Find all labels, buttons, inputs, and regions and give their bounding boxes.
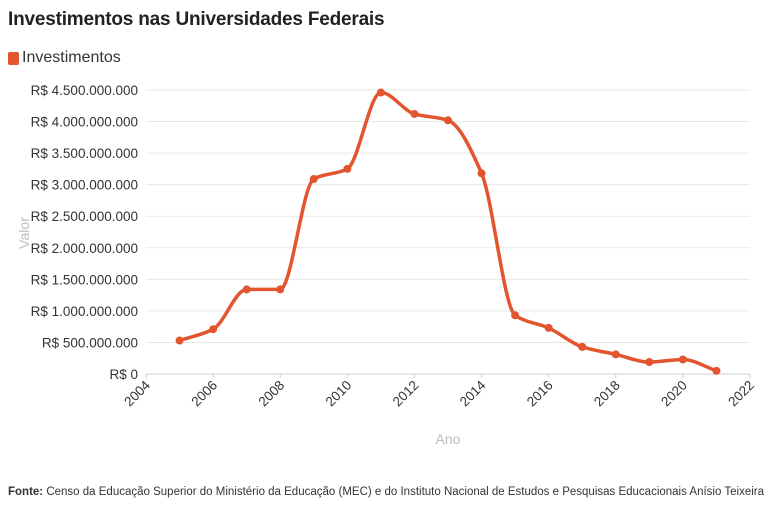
y-axis-title: Valor [16, 217, 32, 249]
source-label: Fonte: [8, 486, 44, 498]
y-tick-label: R$ 0 [109, 367, 138, 382]
y-tick-label: R$ 2.500.000.000 [31, 209, 138, 224]
x-tick-label: 2016 [524, 378, 556, 410]
y-tick-label: R$ 3.500.000.000 [31, 146, 138, 161]
legend[interactable]: Investimentos [8, 49, 121, 67]
x-tick-label: 2010 [323, 378, 355, 410]
x-tick-label: 2022 [725, 378, 757, 410]
y-tick-label: R$ 3.000.000.000 [31, 178, 138, 193]
data-point [477, 169, 486, 178]
x-axis-ticks: 2004 2006 2008 2010 2012 2014 2016 2018 2020 2022 [121, 374, 757, 409]
data-point [444, 116, 452, 125]
data-point [578, 342, 587, 351]
data-point [276, 285, 285, 294]
chart-title: Investimentos nas Universidades Federais [8, 9, 385, 30]
y-tick-label: R$ 2.000.000.000 [31, 241, 138, 256]
y-axis-ticks: R$ 0 R$ 500.000.000 R$ 1.000.000.000 R$ 1.5… [31, 83, 138, 382]
x-axis-title: Ano [436, 431, 461, 447]
data-point [410, 109, 419, 118]
data-point [678, 355, 687, 364]
x-tick-label: 2018 [591, 378, 623, 410]
y-tick-label: R$ 4.000.000.000 [31, 115, 138, 130]
legend-label: Investimentos [22, 49, 121, 66]
data-point [343, 164, 352, 173]
y-tick-label: R$ 1.500.000.000 [31, 272, 138, 287]
x-tick-label: 2020 [658, 378, 690, 410]
data-point [309, 174, 318, 183]
data-point [544, 323, 553, 332]
data-point [175, 336, 184, 345]
data-point [712, 366, 721, 375]
data-point [511, 311, 520, 320]
x-tick-label: 2008 [255, 378, 287, 410]
gridlines [146, 89, 750, 375]
data-point [209, 325, 218, 334]
data-point [242, 285, 251, 294]
data-point [645, 358, 654, 367]
source-text: Censo da Educação Superior do Ministério… [43, 486, 768, 498]
data-point [376, 88, 385, 97]
legend-swatch [8, 51, 19, 65]
y-tick-label: R$ 500.000.000 [42, 335, 138, 350]
data-point [611, 350, 620, 359]
x-tick-label: 2012 [390, 378, 422, 410]
x-tick-label: 2014 [457, 377, 489, 409]
y-tick-label: R$ 1.000.000.000 [31, 304, 138, 319]
x-tick-label: 2006 [188, 378, 220, 410]
source-note: Fonte: Censo da Educação Superior do Min… [8, 486, 768, 498]
x-tick-label: 2004 [121, 377, 153, 409]
y-tick-label: R$ 4.500.000.000 [31, 83, 138, 98]
data-points [175, 88, 721, 375]
series-line-investimentos [177, 90, 719, 373]
